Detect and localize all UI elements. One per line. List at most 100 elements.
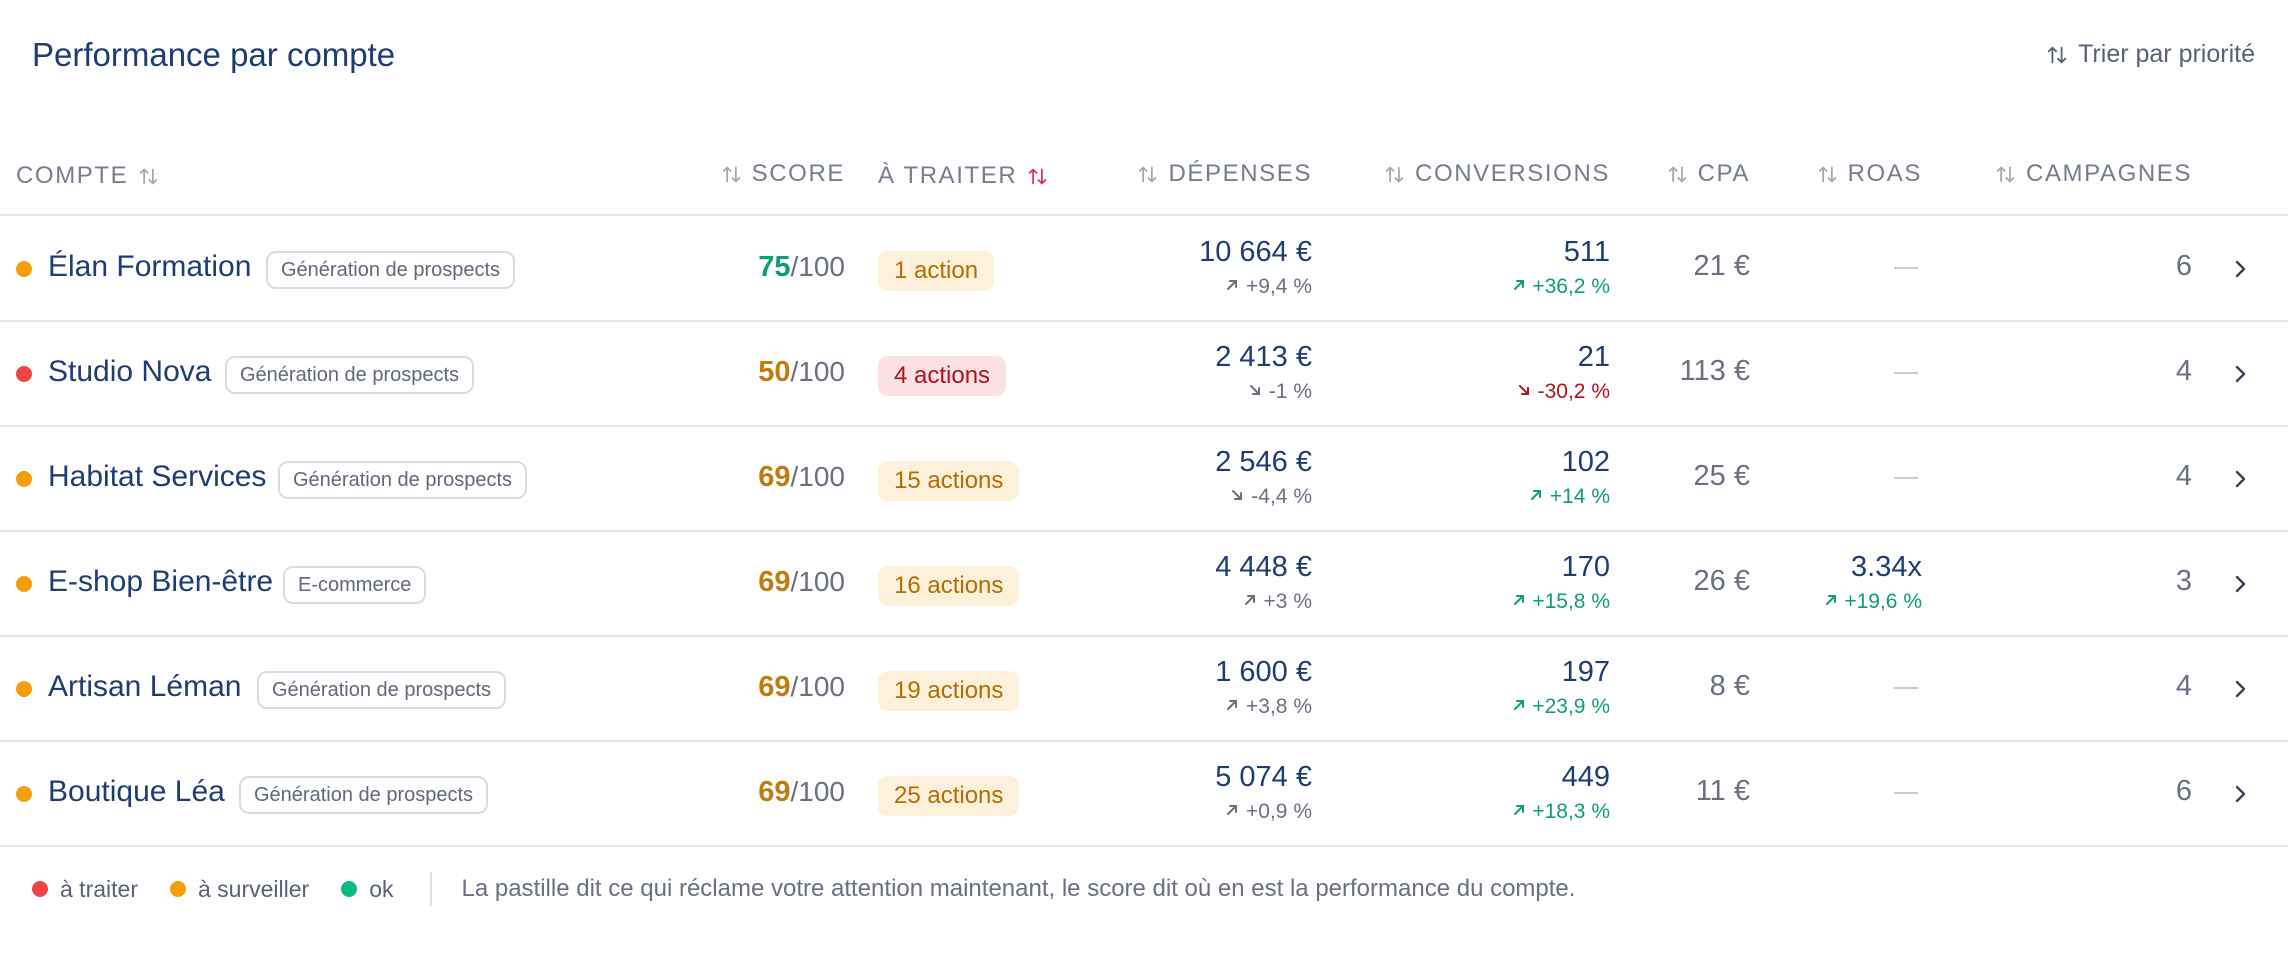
spend-delta-text: +3,8 % (1246, 695, 1312, 718)
score-suffix: /100 (790, 566, 846, 597)
table-row[interactable]: E-shop Bien-être E-commerce 69/100 16 ac… (0, 532, 2288, 637)
legend-dot (169, 881, 186, 897)
sort-icon (722, 166, 740, 182)
actions-badge[interactable]: 25 actions (878, 776, 1020, 816)
status-dot (16, 576, 32, 592)
column-header-roas[interactable]: ROAS (1817, 160, 1922, 188)
roas-empty-dash (1894, 267, 1918, 269)
conversions-delta: +18,3 % (1511, 800, 1610, 824)
score-suffix: /100 (790, 671, 846, 702)
account-name[interactable]: Élan Formation (48, 250, 252, 283)
spend-delta: -4,4 % (1229, 485, 1312, 509)
actions-badge[interactable]: 1 action (878, 251, 995, 291)
arrow-down-right-icon (1518, 385, 1529, 395)
column-header-campagnes[interactable]: CAMPAGNES (1995, 160, 2192, 188)
legend: à traiter à surveiller ok La pastille di… (0, 854, 2288, 924)
sort-icon (1996, 166, 2015, 182)
arrow-up-right-icon (1531, 490, 1542, 500)
account-type-tag: E-commerce (283, 566, 427, 604)
legend-item-ok: ok (341, 876, 394, 903)
column-label: SCORE (751, 160, 845, 187)
campaigns-count: 6 (2175, 250, 2192, 282)
campaigns-count: 4 (2175, 460, 2192, 492)
column-label: DÉPENSES (1168, 160, 1312, 187)
account-name[interactable]: E-shop Bien-être (48, 565, 274, 598)
chevron-right-icon[interactable] (2228, 572, 2252, 596)
column-header-score[interactable]: SCORE (721, 160, 845, 188)
account-name[interactable]: Artisan Léman (48, 670, 242, 703)
cpa-value: 21 € (1693, 250, 1750, 282)
arrow-up-right-icon (1513, 280, 1524, 290)
status-dot (16, 786, 32, 802)
legend-item-a-surveiller: à surveiller (169, 876, 309, 903)
table-row[interactable]: Studio Nova Génération de prospects 50/1… (0, 322, 2288, 427)
sort-by-priority-button[interactable]: Trier par priorité (2046, 40, 2255, 69)
conversions-delta: -30,2 % (1516, 380, 1610, 404)
conversions-delta-text: +36,2 % (1532, 275, 1610, 298)
table-row[interactable]: Habitat Services Génération de prospects… (0, 427, 2288, 532)
roas-delta-text: +19,6 % (1844, 590, 1922, 613)
roas-value: 3.34x (1851, 551, 1922, 583)
sort-button-label: Trier par priorité (2078, 40, 2255, 68)
score-value: 69/100 (758, 461, 845, 494)
column-label: COMPTE (16, 162, 129, 189)
spend-delta: +3 % (1242, 590, 1312, 614)
conversions-value: 21 (1577, 341, 1610, 373)
spend-delta-text: +3 % (1263, 590, 1312, 613)
conversions-delta: +14 % (1528, 485, 1610, 509)
score-number: 69 (758, 566, 791, 598)
arrow-up-right-icon (1513, 805, 1524, 815)
chevron-right-icon[interactable] (2228, 782, 2252, 806)
arrow-up-right-icon (1825, 595, 1836, 605)
actions-badge[interactable]: 15 actions (878, 461, 1020, 501)
column-header-compte[interactable]: COMPTE (16, 162, 159, 190)
conversions-delta-text: +15,8 % (1532, 590, 1610, 613)
cpa-value: 113 € (1679, 355, 1750, 387)
spend-value: 10 664 € (1199, 236, 1312, 268)
score-value: 75/100 (758, 251, 845, 284)
table-row[interactable]: Élan Formation Génération de prospects 7… (0, 217, 2288, 322)
campaigns-count: 4 (2175, 355, 2192, 387)
score-value: 69/100 (758, 671, 845, 704)
account-name[interactable]: Studio Nova (48, 355, 212, 388)
spend-value: 1 600 € (1215, 656, 1312, 688)
chevron-right-icon[interactable] (2228, 257, 2252, 281)
campaigns-count: 3 (2175, 565, 2192, 597)
table-row[interactable]: Artisan Léman Génération de prospects 69… (0, 637, 2288, 742)
column-header-depenses[interactable]: DÉPENSES (1137, 160, 1312, 188)
actions-badge[interactable]: 19 actions (878, 671, 1020, 711)
status-dot (16, 681, 32, 697)
spend-delta-text: +9,4 % (1246, 275, 1312, 298)
account-type-tag: Génération de prospects (239, 776, 489, 814)
conversions-value: 511 (1563, 236, 1610, 268)
sort-active-icon (1029, 168, 1047, 184)
sort-icon (1139, 166, 1157, 182)
account-name[interactable]: Boutique Léa (48, 775, 225, 808)
score-number: 50 (758, 356, 791, 388)
column-header-conversions[interactable]: CONVERSIONS (1384, 160, 1610, 188)
actions-badge[interactable]: 4 actions (878, 356, 1007, 396)
page-title: Performance par compte (32, 36, 396, 73)
account-type-tag: Génération de prospects (257, 671, 507, 709)
sort-icon (140, 168, 158, 184)
column-header-a-traiter[interactable]: À TRAITER (878, 162, 1048, 190)
conversions-delta-text: +23,9 % (1532, 695, 1610, 718)
chevron-right-icon[interactable] (2228, 677, 2252, 701)
chevron-right-icon[interactable] (2228, 362, 2252, 386)
arrow-up-right-icon (1513, 700, 1524, 710)
actions-badge[interactable]: 16 actions (878, 566, 1020, 606)
chevron-right-icon[interactable] (2228, 467, 2252, 491)
arrow-up-right-icon (1227, 805, 1238, 815)
table-header: COMPTE SCORE À TRAITER DÉPENSES CONVERSI… (0, 148, 2288, 216)
conversions-delta: +36,2 % (1511, 275, 1610, 299)
sort-icon (1385, 166, 1404, 182)
table-row[interactable]: Boutique Léa Génération de prospects 69/… (0, 742, 2288, 847)
conversions-delta-text: +14 % (1549, 485, 1610, 508)
legend-dot (32, 881, 48, 897)
spend-delta: +0,9 % (1224, 800, 1312, 824)
column-header-cpa[interactable]: CPA (1667, 160, 1750, 188)
status-dot (16, 261, 32, 277)
conversions-delta-text: -30,2 % (1537, 380, 1610, 403)
account-name[interactable]: Habitat Services (48, 460, 267, 493)
